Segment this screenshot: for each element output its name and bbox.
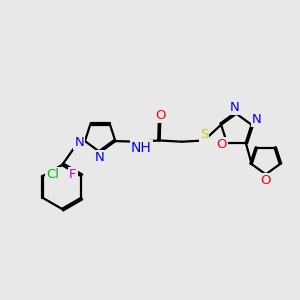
Text: N: N (74, 136, 84, 149)
Text: NH: NH (131, 142, 152, 155)
Text: O: O (260, 174, 271, 187)
Text: O: O (155, 110, 166, 122)
Text: N: N (94, 151, 104, 164)
Text: O: O (216, 138, 226, 151)
Text: Cl: Cl (46, 168, 59, 181)
Text: F: F (69, 168, 76, 181)
Text: N: N (252, 113, 262, 126)
Text: S: S (200, 128, 208, 141)
Text: N: N (230, 101, 240, 114)
